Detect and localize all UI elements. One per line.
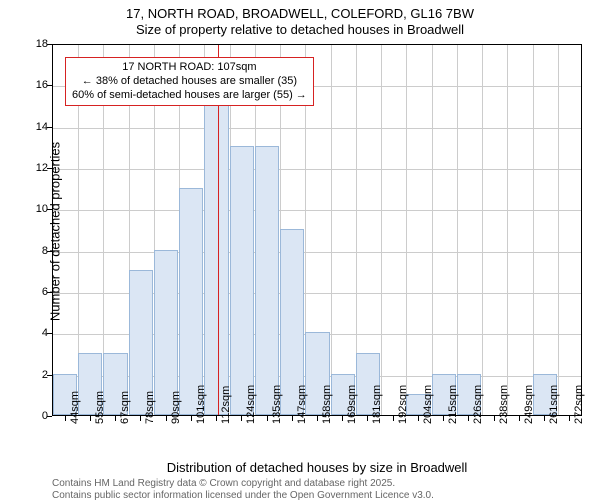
x-tick xyxy=(544,416,545,421)
y-tick-label: 16 xyxy=(10,79,48,91)
x-tick xyxy=(418,416,419,421)
chart-title: 17, NORTH ROAD, BROADWELL, COLEFORD, GL1… xyxy=(0,6,600,37)
x-tick xyxy=(166,416,167,421)
histogram-bar xyxy=(255,146,279,415)
y-tick xyxy=(47,375,52,376)
x-tick-label: 169sqm xyxy=(346,385,358,424)
x-tick xyxy=(569,416,570,421)
gridline-v xyxy=(533,45,534,415)
y-tick-label: 12 xyxy=(10,162,48,174)
x-tick-label: 272sqm xyxy=(573,385,585,424)
gridline-v xyxy=(432,45,433,415)
histogram-bar xyxy=(179,188,203,415)
y-tick-label: 0 xyxy=(10,410,48,422)
x-tick-label: 261sqm xyxy=(548,385,560,424)
x-tick xyxy=(342,416,343,421)
y-tick-label: 18 xyxy=(10,38,48,50)
x-tick-label: 147sqm xyxy=(296,385,308,424)
gridline-v xyxy=(507,45,508,415)
x-tick xyxy=(519,416,520,421)
title-line-2: Size of property relative to detached ho… xyxy=(0,22,600,37)
y-tick-label: 14 xyxy=(10,121,48,133)
gridline-v xyxy=(406,45,407,415)
x-tick-label: 215sqm xyxy=(447,385,459,424)
x-tick xyxy=(191,416,192,421)
gridline-v xyxy=(482,45,483,415)
x-tick-label: 124sqm xyxy=(245,385,257,424)
x-tick-label: 181sqm xyxy=(371,385,383,424)
title-line-1: 17, NORTH ROAD, BROADWELL, COLEFORD, GL1… xyxy=(0,6,600,21)
x-tick-label: 67sqm xyxy=(119,391,131,424)
x-tick-label: 44sqm xyxy=(69,391,81,424)
gridline-v xyxy=(558,45,559,415)
y-tick-label: 8 xyxy=(10,245,48,257)
y-tick-label: 4 xyxy=(10,327,48,339)
x-tick-label: 158sqm xyxy=(321,385,333,424)
x-tick-label: 249sqm xyxy=(523,385,535,424)
y-tick-label: 10 xyxy=(10,203,48,215)
footer-line-1: Contains HM Land Registry data © Crown c… xyxy=(52,478,395,489)
x-tick-label: 78sqm xyxy=(144,391,156,424)
x-tick xyxy=(468,416,469,421)
gridline-h xyxy=(53,210,581,211)
gridline-v xyxy=(457,45,458,415)
y-tick xyxy=(47,251,52,252)
x-tick xyxy=(216,416,217,421)
annotation-line-2: ← 38% of detached houses are smaller (35… xyxy=(72,75,307,89)
annotation-line-1: 17 NORTH ROAD: 107sqm xyxy=(72,61,307,75)
y-tick-label: 2 xyxy=(10,369,48,381)
x-tick xyxy=(317,416,318,421)
x-axis-label: Distribution of detached houses by size … xyxy=(52,460,582,475)
plot-area: 17 NORTH ROAD: 107sqm← 38% of detached h… xyxy=(52,44,582,416)
y-tick xyxy=(47,333,52,334)
histogram-bar xyxy=(230,146,254,415)
x-tick-label: 238sqm xyxy=(498,385,510,424)
x-tick xyxy=(241,416,242,421)
x-tick-label: 204sqm xyxy=(422,385,434,424)
x-tick xyxy=(90,416,91,421)
annotation-line-3: 60% of semi-detached houses are larger (… xyxy=(72,89,307,103)
x-tick xyxy=(494,416,495,421)
y-axis-label: Number of detached properties xyxy=(48,132,63,332)
x-tick-label: 192sqm xyxy=(397,385,409,424)
x-tick xyxy=(393,416,394,421)
gridline-h xyxy=(53,128,581,129)
x-tick-label: 55sqm xyxy=(94,391,106,424)
footer-line-2: Contains public sector information licen… xyxy=(52,490,434,501)
x-tick xyxy=(292,416,293,421)
y-tick xyxy=(47,209,52,210)
gridline-v xyxy=(381,45,382,415)
x-tick-label: 101sqm xyxy=(195,385,207,424)
gridline-v xyxy=(331,45,332,415)
x-tick xyxy=(367,416,368,421)
y-tick xyxy=(47,168,52,169)
x-tick-label: 90sqm xyxy=(170,391,182,424)
y-tick xyxy=(47,44,52,45)
x-tick xyxy=(140,416,141,421)
x-tick xyxy=(115,416,116,421)
x-tick xyxy=(65,416,66,421)
x-tick-label: 135sqm xyxy=(271,385,283,424)
y-tick xyxy=(47,292,52,293)
y-tick xyxy=(47,416,52,417)
x-tick xyxy=(443,416,444,421)
gridline-h xyxy=(53,252,581,253)
y-tick xyxy=(47,85,52,86)
gridline-h xyxy=(53,169,581,170)
x-tick-label: 226sqm xyxy=(472,385,484,424)
annotation-box: 17 NORTH ROAD: 107sqm← 38% of detached h… xyxy=(65,57,314,106)
y-tick-label: 6 xyxy=(10,286,48,298)
x-tick xyxy=(267,416,268,421)
y-tick xyxy=(47,127,52,128)
histogram-bar xyxy=(204,105,228,415)
x-tick-label: 112sqm xyxy=(220,386,232,424)
